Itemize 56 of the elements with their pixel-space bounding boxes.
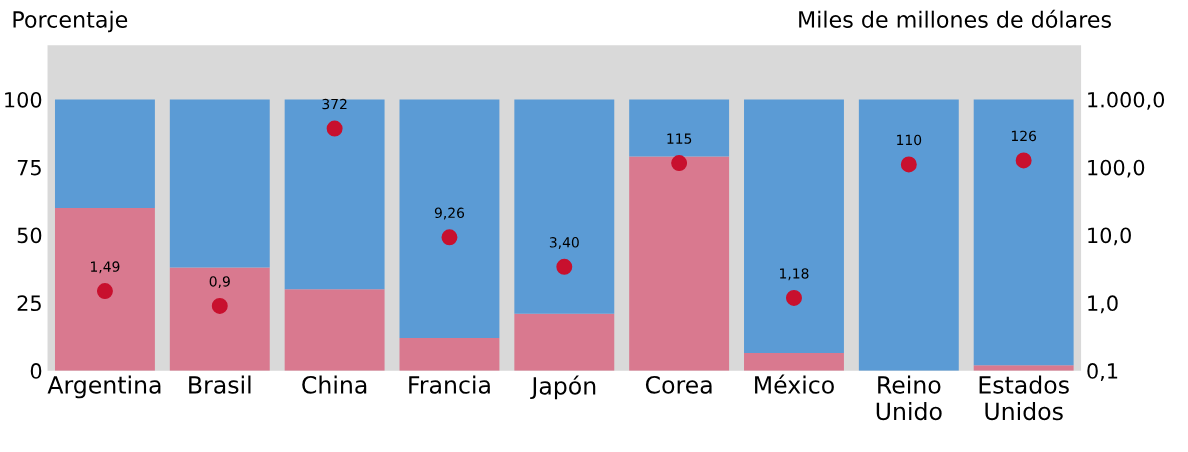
data-label: 115 <box>667 133 692 144</box>
bar <box>284 289 385 371</box>
point <box>900 156 917 173</box>
bar <box>514 99 615 314</box>
y2-tick-label: 1,0 <box>1088 295 1118 314</box>
bar <box>629 156 730 371</box>
x-tick-label: Reino Unido <box>876 375 942 421</box>
bar <box>54 99 155 208</box>
point <box>326 120 343 137</box>
data-label: 0,9 <box>209 276 230 289</box>
point <box>671 155 688 172</box>
bar <box>744 99 844 354</box>
x-tick-label: Estados Unidos <box>979 375 1069 421</box>
x-tick-label: China <box>302 375 367 394</box>
y-tick-label: 50 <box>17 227 42 244</box>
point <box>556 258 573 275</box>
point <box>96 283 113 300</box>
y-axis-title: Porcentaje <box>13 10 128 33</box>
x-tick-label: México <box>755 374 834 394</box>
data-label: 1,18 <box>780 268 809 281</box>
bar <box>858 99 959 371</box>
data-label: 3,40 <box>549 237 579 249</box>
bar <box>629 99 730 157</box>
point <box>211 297 228 314</box>
y2-tick-label: 10,0 <box>1088 227 1131 246</box>
data-label: 9,26 <box>434 207 465 220</box>
bar <box>169 99 270 268</box>
bar <box>54 207 155 371</box>
bar <box>514 313 615 371</box>
point <box>786 289 802 306</box>
bar <box>744 353 844 371</box>
point <box>441 229 458 246</box>
y-tick-label: 100 <box>5 91 42 108</box>
bar <box>399 338 500 371</box>
point <box>1015 152 1032 169</box>
y2-axis-title: Miles de millones de dólares <box>799 9 1111 28</box>
x-tick-label: Japón <box>530 375 596 400</box>
bar <box>284 99 385 290</box>
x-tick-label: Francia <box>409 375 490 394</box>
x-tick-label: Corea <box>645 375 712 394</box>
y2-tick-label: 1.000,0 <box>1088 91 1165 110</box>
x-tick-label: Argentina <box>47 375 161 399</box>
y-tick-label: 0 <box>30 363 42 379</box>
y2-tick-label: 0,1 <box>1087 363 1118 381</box>
bar <box>169 267 270 371</box>
data-label: 126 <box>1011 130 1037 142</box>
data-label: 110 <box>897 134 922 146</box>
data-label: 1,49 <box>91 261 120 274</box>
bar <box>973 365 1074 371</box>
bar <box>973 99 1074 366</box>
x-tick-label: Brasil <box>189 375 251 394</box>
bar <box>399 99 500 339</box>
y2-tick-label: 100,0 <box>1088 159 1145 178</box>
data-label: 372 <box>322 98 347 110</box>
y-tick-label: 25 <box>17 295 41 312</box>
y-tick-label: 75 <box>17 159 41 176</box>
